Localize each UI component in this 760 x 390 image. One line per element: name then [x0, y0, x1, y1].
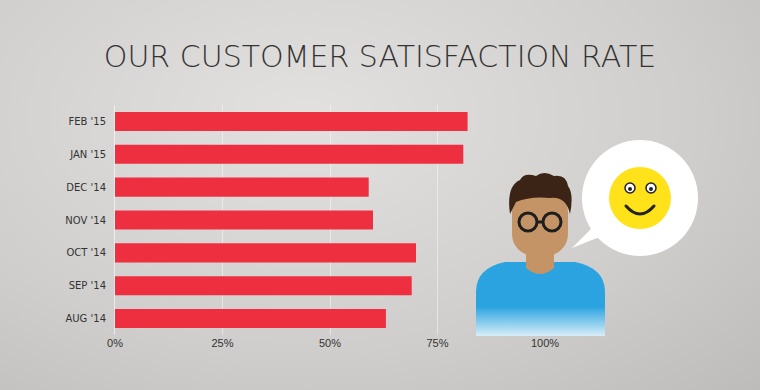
svg-text:50%: 50% [319, 337, 341, 349]
svg-text:75%: 75% [426, 337, 448, 349]
svg-text:OUR CUSTOMER SATISFACTION RATE: OUR CUSTOMER SATISFACTION RATE [104, 39, 656, 74]
svg-text:OCT '14: OCT '14 [66, 247, 106, 258]
svg-text:SEP '14: SEP '14 [69, 280, 106, 291]
svg-text:JAN '15: JAN '15 [69, 149, 106, 160]
svg-text:NOV '14: NOV '14 [65, 215, 106, 226]
svg-text:0%: 0% [107, 337, 123, 349]
svg-text:DEC '14: DEC '14 [66, 182, 106, 193]
svg-text:AUG '14: AUG '14 [65, 313, 106, 324]
svg-text:25%: 25% [211, 337, 233, 349]
svg-text:FEB '15: FEB '15 [68, 116, 106, 127]
svg-text:100%: 100% [531, 337, 559, 349]
